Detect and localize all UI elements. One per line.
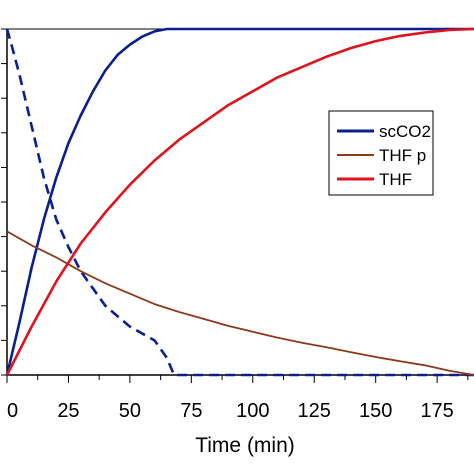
legend-items: scCO2 THF p THF	[337, 122, 431, 189]
plot-area: 0 25 50 75 100 125 150 175	[1, 27, 474, 422]
legend: scCO2 THF p THF	[328, 110, 434, 196]
x-tick-label: 0	[7, 400, 18, 422]
x-tick-label: 50	[119, 400, 141, 422]
legend-label: THF p	[379, 146, 426, 165]
series-line-scco2-dashed-1	[5, 28, 474, 377]
x-tick-label: 175	[420, 400, 453, 422]
x-tick-label: 150	[359, 400, 392, 422]
series-layer	[5, 27, 474, 377]
series-line-scco2	[5, 27, 474, 376]
legend-label: THF	[379, 170, 412, 189]
x-ticks: 0 25 50 75 100 125 150 175	[6, 375, 469, 422]
series-line-thf-p	[6, 230, 474, 376]
series-line-thf	[5, 27, 474, 376]
y-ticks	[1, 28, 7, 376]
x-tick-label: 75	[180, 400, 202, 422]
legend-label: scCO2	[379, 122, 431, 141]
x-axis-title: Time (min)	[195, 434, 295, 457]
legend-box	[328, 110, 434, 196]
x-tick-label: 25	[57, 400, 79, 422]
x-tick-label: 125	[298, 400, 331, 422]
x-tick-label: 100	[236, 400, 269, 422]
